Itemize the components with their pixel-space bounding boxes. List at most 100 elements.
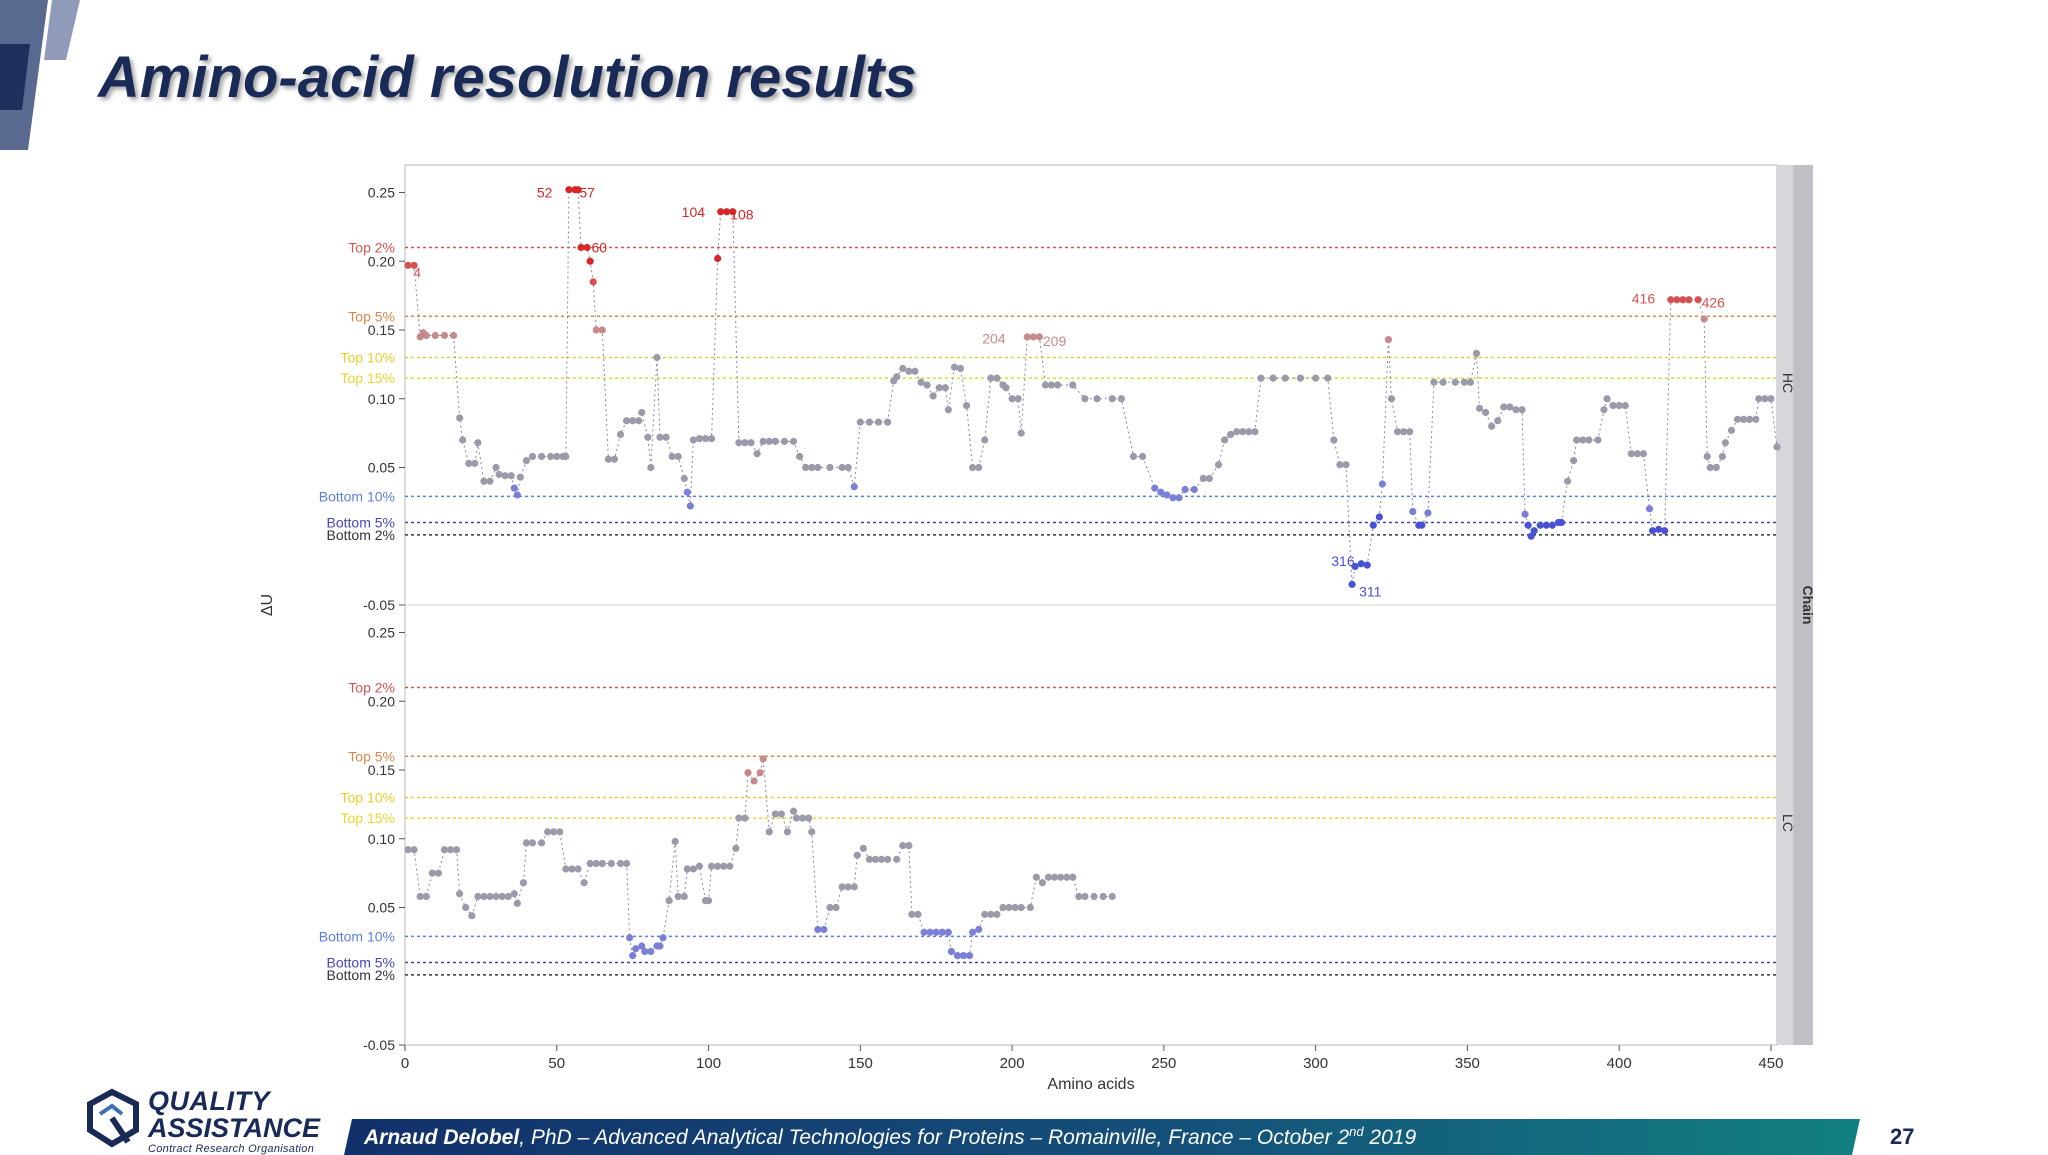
- corner-decoration: [0, 0, 80, 150]
- data-point: [1324, 374, 1332, 382]
- data-point: [714, 862, 722, 870]
- data-point: [1008, 395, 1016, 403]
- page-number: 27: [1890, 1124, 1915, 1149]
- data-point: [975, 925, 983, 934]
- data-point: [1466, 378, 1475, 386]
- threshold-label: Bottom 5%: [327, 955, 395, 971]
- data-point: [1512, 406, 1520, 414]
- data-point: [680, 892, 688, 901]
- data-point: [574, 186, 582, 194]
- data-point: [1342, 461, 1350, 469]
- data-point: [644, 433, 652, 441]
- data-point: [501, 472, 509, 480]
- data-point: [1542, 521, 1550, 529]
- data-point: [516, 473, 524, 481]
- data-point: [577, 243, 585, 252]
- threshold-label: Top 5%: [348, 308, 395, 324]
- data-point: [720, 862, 728, 870]
- data-point: [1703, 452, 1711, 461]
- data-point: [537, 452, 546, 461]
- data-point: [1296, 374, 1305, 382]
- data-point: [553, 452, 561, 461]
- data-point: [729, 208, 737, 216]
- data-point: [1712, 463, 1720, 472]
- x-tick-label: 50: [548, 1055, 565, 1072]
- data-point: [950, 363, 959, 371]
- data-point: [449, 331, 458, 340]
- data-point: [780, 437, 789, 445]
- data-point: [1521, 510, 1529, 518]
- data-point: [616, 859, 625, 868]
- data-point: [1755, 395, 1763, 403]
- data-point: [465, 459, 473, 467]
- data-point: [1139, 452, 1147, 461]
- data-point: [884, 418, 892, 426]
- data-point: [1694, 296, 1702, 304]
- data-point: [838, 463, 846, 472]
- data-point: [1594, 436, 1602, 444]
- threshold-label: Top 2%: [348, 680, 395, 696]
- data-point: [975, 463, 983, 472]
- data-point: [1075, 892, 1083, 901]
- data-point: [956, 364, 965, 373]
- data-point: [680, 474, 688, 483]
- panel-strip: [1777, 165, 1794, 1045]
- data-point: [917, 378, 925, 386]
- data-point: [410, 261, 418, 269]
- data-point: [1251, 428, 1259, 436]
- data-point: [893, 855, 901, 863]
- data-point: [753, 450, 761, 458]
- data-point: [1746, 415, 1754, 423]
- data-point: [923, 381, 931, 389]
- data-point: [431, 331, 439, 340]
- data-point: [610, 455, 619, 463]
- data-point: [981, 910, 989, 918]
- data-point: [1585, 436, 1593, 444]
- data-point: [656, 942, 664, 950]
- data-point: [920, 928, 928, 936]
- data-point: [695, 435, 704, 443]
- data-point: [635, 417, 643, 425]
- data-point: [671, 837, 679, 846]
- y-tick-label: -0.05: [363, 1037, 395, 1053]
- data-point: [404, 846, 412, 854]
- data-point: [850, 883, 858, 891]
- data-point: [1038, 879, 1047, 887]
- data-point: [1500, 403, 1508, 411]
- data-point: [941, 384, 949, 392]
- data-point: [1439, 378, 1447, 386]
- data-point: [1488, 422, 1496, 430]
- data-point: [562, 865, 570, 873]
- chain-strip-label: Chain: [1800, 586, 1816, 625]
- data-point: [1563, 477, 1572, 485]
- data-point: [486, 892, 494, 901]
- data-point: [1190, 485, 1198, 494]
- data-point: [471, 459, 479, 467]
- threshold-label: Top 15%: [341, 810, 395, 826]
- x-tick-label: 450: [1758, 1055, 1783, 1072]
- data-point: [656, 433, 664, 441]
- data-point: [905, 842, 913, 850]
- data-point: [622, 859, 631, 868]
- data-point: [1090, 892, 1098, 901]
- data-point: [1424, 509, 1432, 517]
- data-point: [1002, 384, 1010, 392]
- data-point: [1378, 480, 1386, 488]
- threshold-label: Bottom 10%: [319, 488, 395, 504]
- data-point: [1615, 402, 1623, 410]
- data-point: [1536, 521, 1544, 529]
- data-point: [510, 484, 518, 492]
- data-point: [580, 879, 588, 887]
- data-point: [893, 373, 901, 381]
- data-point: [844, 463, 852, 472]
- data-point: [410, 846, 418, 854]
- data-point: [1685, 296, 1693, 304]
- data-point: [1351, 562, 1359, 571]
- data-point: [1645, 505, 1654, 513]
- data-point: [1233, 428, 1241, 436]
- data-point: [592, 859, 600, 868]
- data-point: [926, 928, 934, 936]
- data-point: [1430, 378, 1438, 386]
- data-point: [1081, 892, 1089, 901]
- panel-hc: HC 0.25 0.20 0.15 0.10 0.05 -0.05 Top 2% Top 5% T…: [319, 185, 1796, 614]
